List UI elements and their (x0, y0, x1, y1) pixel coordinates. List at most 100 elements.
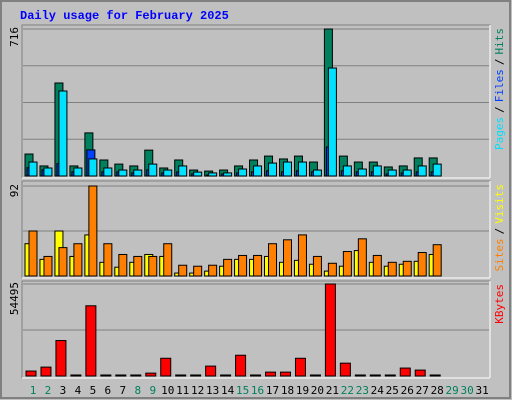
bar (282, 239, 292, 277)
bar (193, 265, 203, 277)
chart-title: Daily usage for February 2025 (20, 9, 229, 23)
bar (208, 264, 218, 277)
bar (342, 251, 352, 277)
bar (133, 169, 143, 177)
y-tick-label: 92 (8, 184, 21, 197)
bar (58, 247, 68, 277)
bar (178, 165, 188, 177)
x-tick-label: 23 (356, 384, 369, 397)
legend-entry: KBytes (493, 284, 506, 324)
bar (402, 260, 412, 277)
x-tick-label: 18 (281, 384, 294, 397)
x-tick-label: 1 (30, 384, 37, 397)
x-tick-label: 25 (386, 384, 399, 397)
bar (324, 283, 336, 377)
bar (294, 357, 306, 377)
bar (387, 261, 397, 277)
bar (417, 165, 427, 177)
bar (25, 370, 37, 377)
bar (238, 254, 248, 277)
bar (58, 90, 68, 177)
bar (148, 163, 158, 177)
bar (402, 169, 412, 177)
x-tick-label: 14 (221, 384, 235, 397)
bar (354, 374, 366, 377)
bar (115, 374, 127, 377)
bar (43, 255, 53, 277)
bar (357, 168, 367, 177)
legend-separator: / (493, 59, 506, 66)
bar (133, 255, 143, 277)
bar (250, 374, 262, 377)
x-tick-label: 17 (266, 384, 279, 397)
x-tick-label: 16 (251, 384, 264, 397)
x-tick-label: 22 (341, 384, 354, 397)
x-tick-label: 28 (431, 384, 444, 397)
bar (220, 374, 232, 377)
bar (312, 169, 322, 177)
bar (223, 172, 233, 177)
bar (282, 161, 292, 177)
bar (175, 374, 187, 377)
bar (118, 169, 128, 177)
bar (384, 374, 396, 377)
legend-entry: Pages (493, 117, 506, 150)
bar (399, 367, 411, 377)
bar (342, 165, 352, 177)
bar (223, 258, 233, 277)
legend-separator: / (493, 228, 506, 235)
bar (297, 161, 307, 177)
bar (253, 254, 263, 277)
bar (309, 374, 321, 377)
bar (417, 252, 427, 277)
x-tick-label: 27 (416, 384, 429, 397)
legend-entry: Visits (493, 184, 506, 224)
bar (193, 171, 203, 177)
bar (88, 185, 98, 277)
bar (279, 371, 291, 377)
bar (100, 374, 112, 377)
x-tick-label: 3 (60, 384, 67, 397)
x-tick-label: 9 (149, 384, 156, 397)
bar (148, 255, 158, 277)
bar (73, 243, 83, 277)
x-tick-label: 4 (75, 384, 82, 397)
bar (205, 365, 217, 377)
bar (265, 371, 277, 377)
x-tick-label: 7 (120, 384, 127, 397)
x-tick-label: 31 (475, 384, 488, 397)
bar (103, 243, 113, 277)
bar (238, 168, 248, 177)
bar (85, 305, 97, 377)
x-tick-label: 12 (191, 384, 204, 397)
bar (163, 243, 173, 277)
bar (372, 165, 382, 177)
bar (28, 161, 38, 177)
bar (372, 254, 382, 277)
panel (21, 24, 491, 179)
bar (130, 374, 142, 377)
bar (387, 169, 397, 177)
bar (178, 264, 188, 277)
x-tick-label: 20 (311, 384, 324, 397)
bar (55, 340, 67, 377)
legend-entry: Files (493, 69, 506, 102)
x-tick-label: 11 (176, 384, 189, 397)
x-tick-label: 30 (461, 384, 474, 397)
bar (357, 238, 367, 277)
bar (43, 167, 53, 177)
legend-separator: / (493, 106, 506, 113)
legend: Sites / Visits (493, 184, 506, 272)
x-tick-label: 15 (236, 384, 249, 397)
bar (70, 374, 82, 377)
bar (432, 163, 442, 177)
bar (429, 374, 441, 377)
x-tick-label: 10 (161, 384, 174, 397)
bar (208, 172, 218, 177)
bar (103, 167, 113, 177)
bar (73, 167, 83, 177)
x-tick-label: 19 (296, 384, 309, 397)
bar (327, 67, 337, 177)
bar (339, 362, 351, 377)
